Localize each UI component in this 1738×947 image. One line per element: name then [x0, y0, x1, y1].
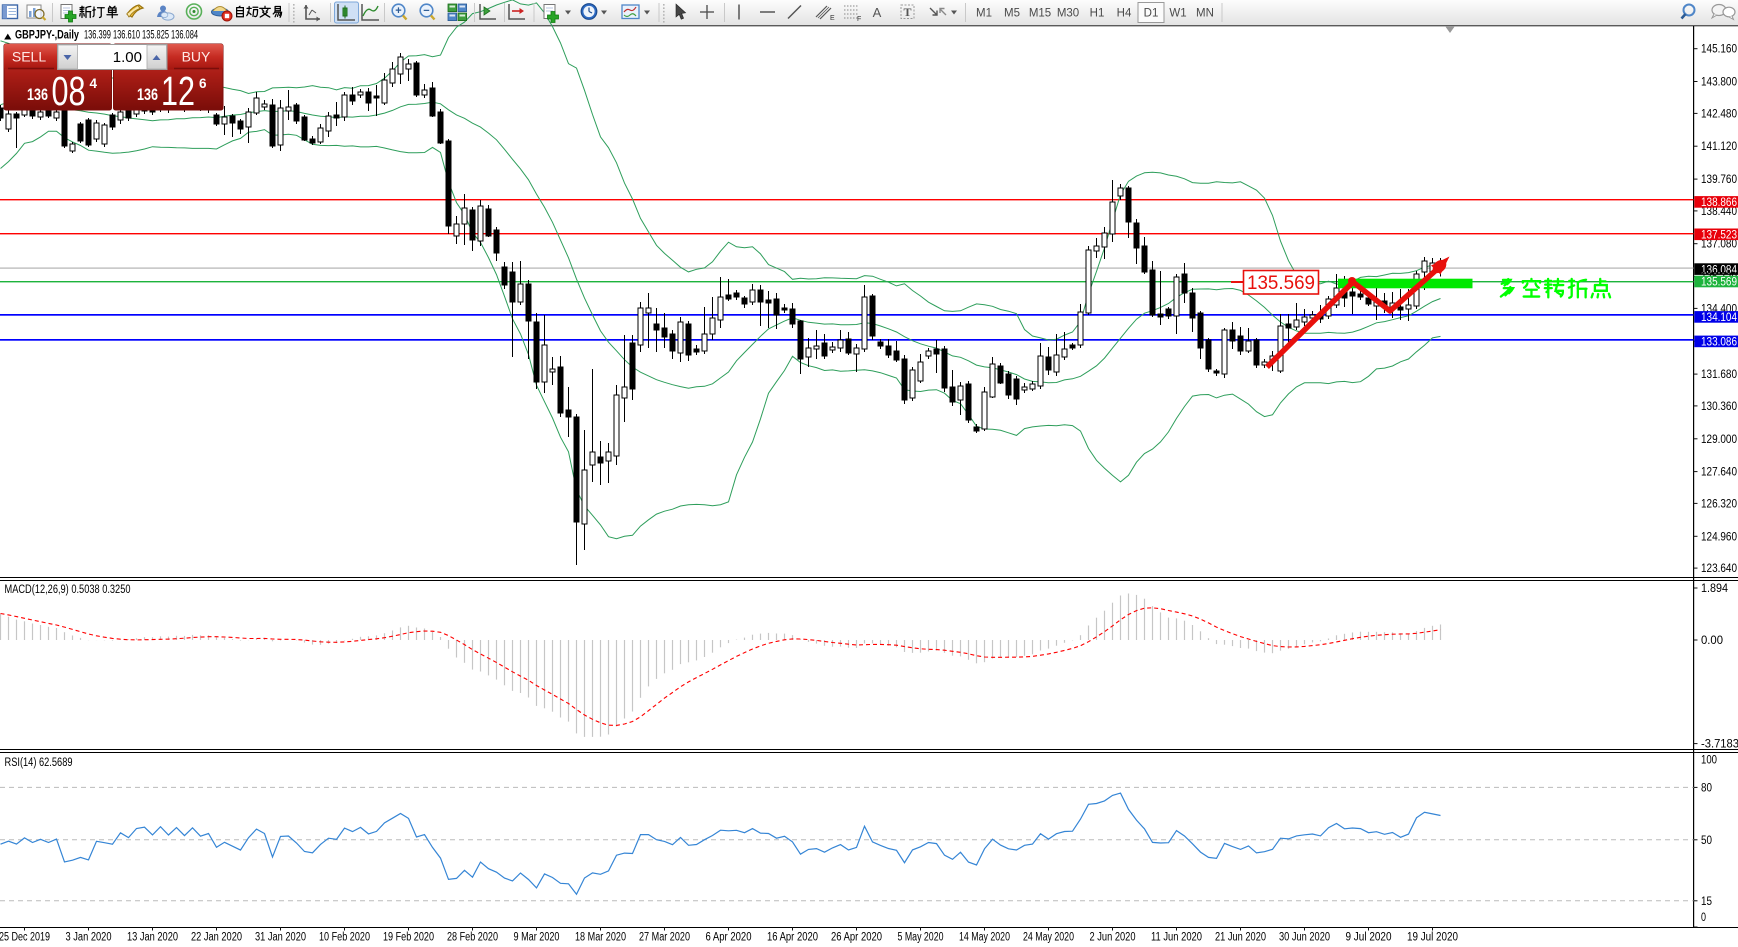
svg-text:6: 6 — [199, 76, 207, 91]
svg-text:137.523: 137.523 — [1701, 230, 1737, 242]
svg-text:M1: M1 — [976, 8, 992, 20]
svg-text:1.894: 1.894 — [1701, 583, 1729, 595]
svg-text:M30: M30 — [1057, 8, 1079, 20]
svg-text:129.000: 129.000 — [1701, 434, 1737, 446]
svg-text:BUY: BUY — [182, 49, 211, 65]
svg-text:GBPJPY-,Daily: GBPJPY-,Daily — [15, 28, 79, 42]
svg-text:137.080: 137.080 — [1701, 239, 1737, 251]
svg-text:138.440: 138.440 — [1701, 206, 1737, 218]
svg-text:25 Dec 2019: 25 Dec 2019 — [0, 932, 50, 944]
svg-text:141.120: 141.120 — [1701, 141, 1737, 153]
svg-text:11 Jun 2020: 11 Jun 2020 — [1151, 932, 1202, 944]
svg-text:133.086: 133.086 — [1701, 337, 1737, 349]
svg-text:127.640: 127.640 — [1701, 467, 1737, 479]
svg-text:+: + — [395, 5, 401, 17]
svg-text:136.084: 136.084 — [1701, 264, 1738, 276]
svg-text:80: 80 — [1701, 782, 1712, 794]
svg-text:27 Mar 2020: 27 Mar 2020 — [639, 932, 690, 944]
svg-text:MN: MN — [1196, 8, 1214, 20]
svg-text:22 Jan 2020: 22 Jan 2020 — [191, 932, 242, 944]
svg-text:5 May 2020: 5 May 2020 — [898, 932, 944, 944]
svg-text:135.569: 135.569 — [1247, 272, 1315, 294]
svg-text:19 Jul 2020: 19 Jul 2020 — [1407, 932, 1458, 944]
svg-text:142.480: 142.480 — [1701, 108, 1737, 120]
svg-text:123.640: 123.640 — [1701, 563, 1737, 575]
svg-text:143.800: 143.800 — [1701, 77, 1737, 89]
svg-text:136: 136 — [27, 86, 48, 104]
svg-text:18 Mar 2020: 18 Mar 2020 — [575, 932, 626, 944]
svg-text:4: 4 — [90, 76, 98, 91]
svg-text:1.00: 1.00 — [113, 49, 142, 66]
svg-text:MACD(12,26,9) 0.5038 0.3250: MACD(12,26,9) 0.5038 0.3250 — [5, 584, 131, 596]
svg-text:100: 100 — [1701, 754, 1717, 766]
svg-text:131.680: 131.680 — [1701, 369, 1737, 381]
svg-text:10 Feb 2020: 10 Feb 2020 — [319, 932, 370, 944]
svg-text:126.320: 126.320 — [1701, 498, 1737, 510]
svg-text:136.399 136.610 135.825 136.08: 136.399 136.610 135.825 136.084 — [84, 28, 198, 42]
svg-text:−: − — [423, 5, 429, 17]
svg-text:SELL: SELL — [12, 49, 46, 65]
svg-text:19 Feb 2020: 19 Feb 2020 — [383, 932, 434, 944]
svg-text:139.760: 139.760 — [1701, 174, 1737, 186]
svg-text:138.866: 138.866 — [1701, 197, 1737, 209]
svg-text:16 Apr 2020: 16 Apr 2020 — [767, 932, 818, 944]
svg-text:H4: H4 — [1117, 8, 1132, 20]
svg-text:15: 15 — [1701, 896, 1712, 908]
svg-text:28 Feb 2020: 28 Feb 2020 — [447, 932, 498, 944]
svg-text:12: 12 — [161, 68, 195, 114]
svg-text:M15: M15 — [1029, 8, 1051, 20]
svg-text:3 Jan 2020: 3 Jan 2020 — [66, 932, 112, 944]
svg-text:08: 08 — [52, 68, 86, 114]
svg-text:T: T — [903, 5, 911, 19]
svg-text:0.00: 0.00 — [1701, 635, 1723, 647]
svg-text:6 Apr 2020: 6 Apr 2020 — [706, 932, 752, 944]
svg-text:2 Jun 2020: 2 Jun 2020 — [1090, 932, 1136, 944]
svg-text:26 Apr 2020: 26 Apr 2020 — [831, 932, 882, 944]
svg-text:136: 136 — [137, 86, 158, 104]
svg-text:D1: D1 — [1144, 8, 1159, 20]
svg-text:9 Mar 2020: 9 Mar 2020 — [514, 932, 560, 944]
svg-text:9 Jul 2020: 9 Jul 2020 — [1346, 932, 1392, 944]
svg-text:F: F — [857, 16, 861, 23]
svg-text:134.104: 134.104 — [1701, 312, 1738, 324]
svg-text:145.160: 145.160 — [1701, 44, 1737, 56]
svg-text:0: 0 — [1701, 912, 1706, 924]
svg-text:130.360: 130.360 — [1701, 401, 1737, 413]
svg-text:21 Jun 2020: 21 Jun 2020 — [1215, 932, 1266, 944]
svg-text:-3.7183: -3.7183 — [1701, 739, 1738, 751]
svg-text:13 Jan 2020: 13 Jan 2020 — [127, 932, 178, 944]
svg-text:14 May 2020: 14 May 2020 — [959, 932, 1010, 944]
svg-text:50: 50 — [1701, 835, 1712, 847]
svg-text:124.960: 124.960 — [1701, 531, 1737, 543]
svg-text:E: E — [830, 15, 835, 22]
svg-text:24 May 2020: 24 May 2020 — [1023, 932, 1074, 944]
svg-text:31 Jan 2020: 31 Jan 2020 — [255, 932, 306, 944]
svg-text:A: A — [873, 5, 882, 20]
svg-text:W1: W1 — [1169, 8, 1186, 20]
svg-text:H1: H1 — [1090, 8, 1105, 20]
svg-text:RSI(14) 62.5689: RSI(14) 62.5689 — [5, 757, 73, 769]
svg-text:30 Jun 2020: 30 Jun 2020 — [1279, 932, 1330, 944]
svg-text:135.569: 135.569 — [1701, 277, 1737, 289]
svg-text:M5: M5 — [1004, 8, 1020, 20]
